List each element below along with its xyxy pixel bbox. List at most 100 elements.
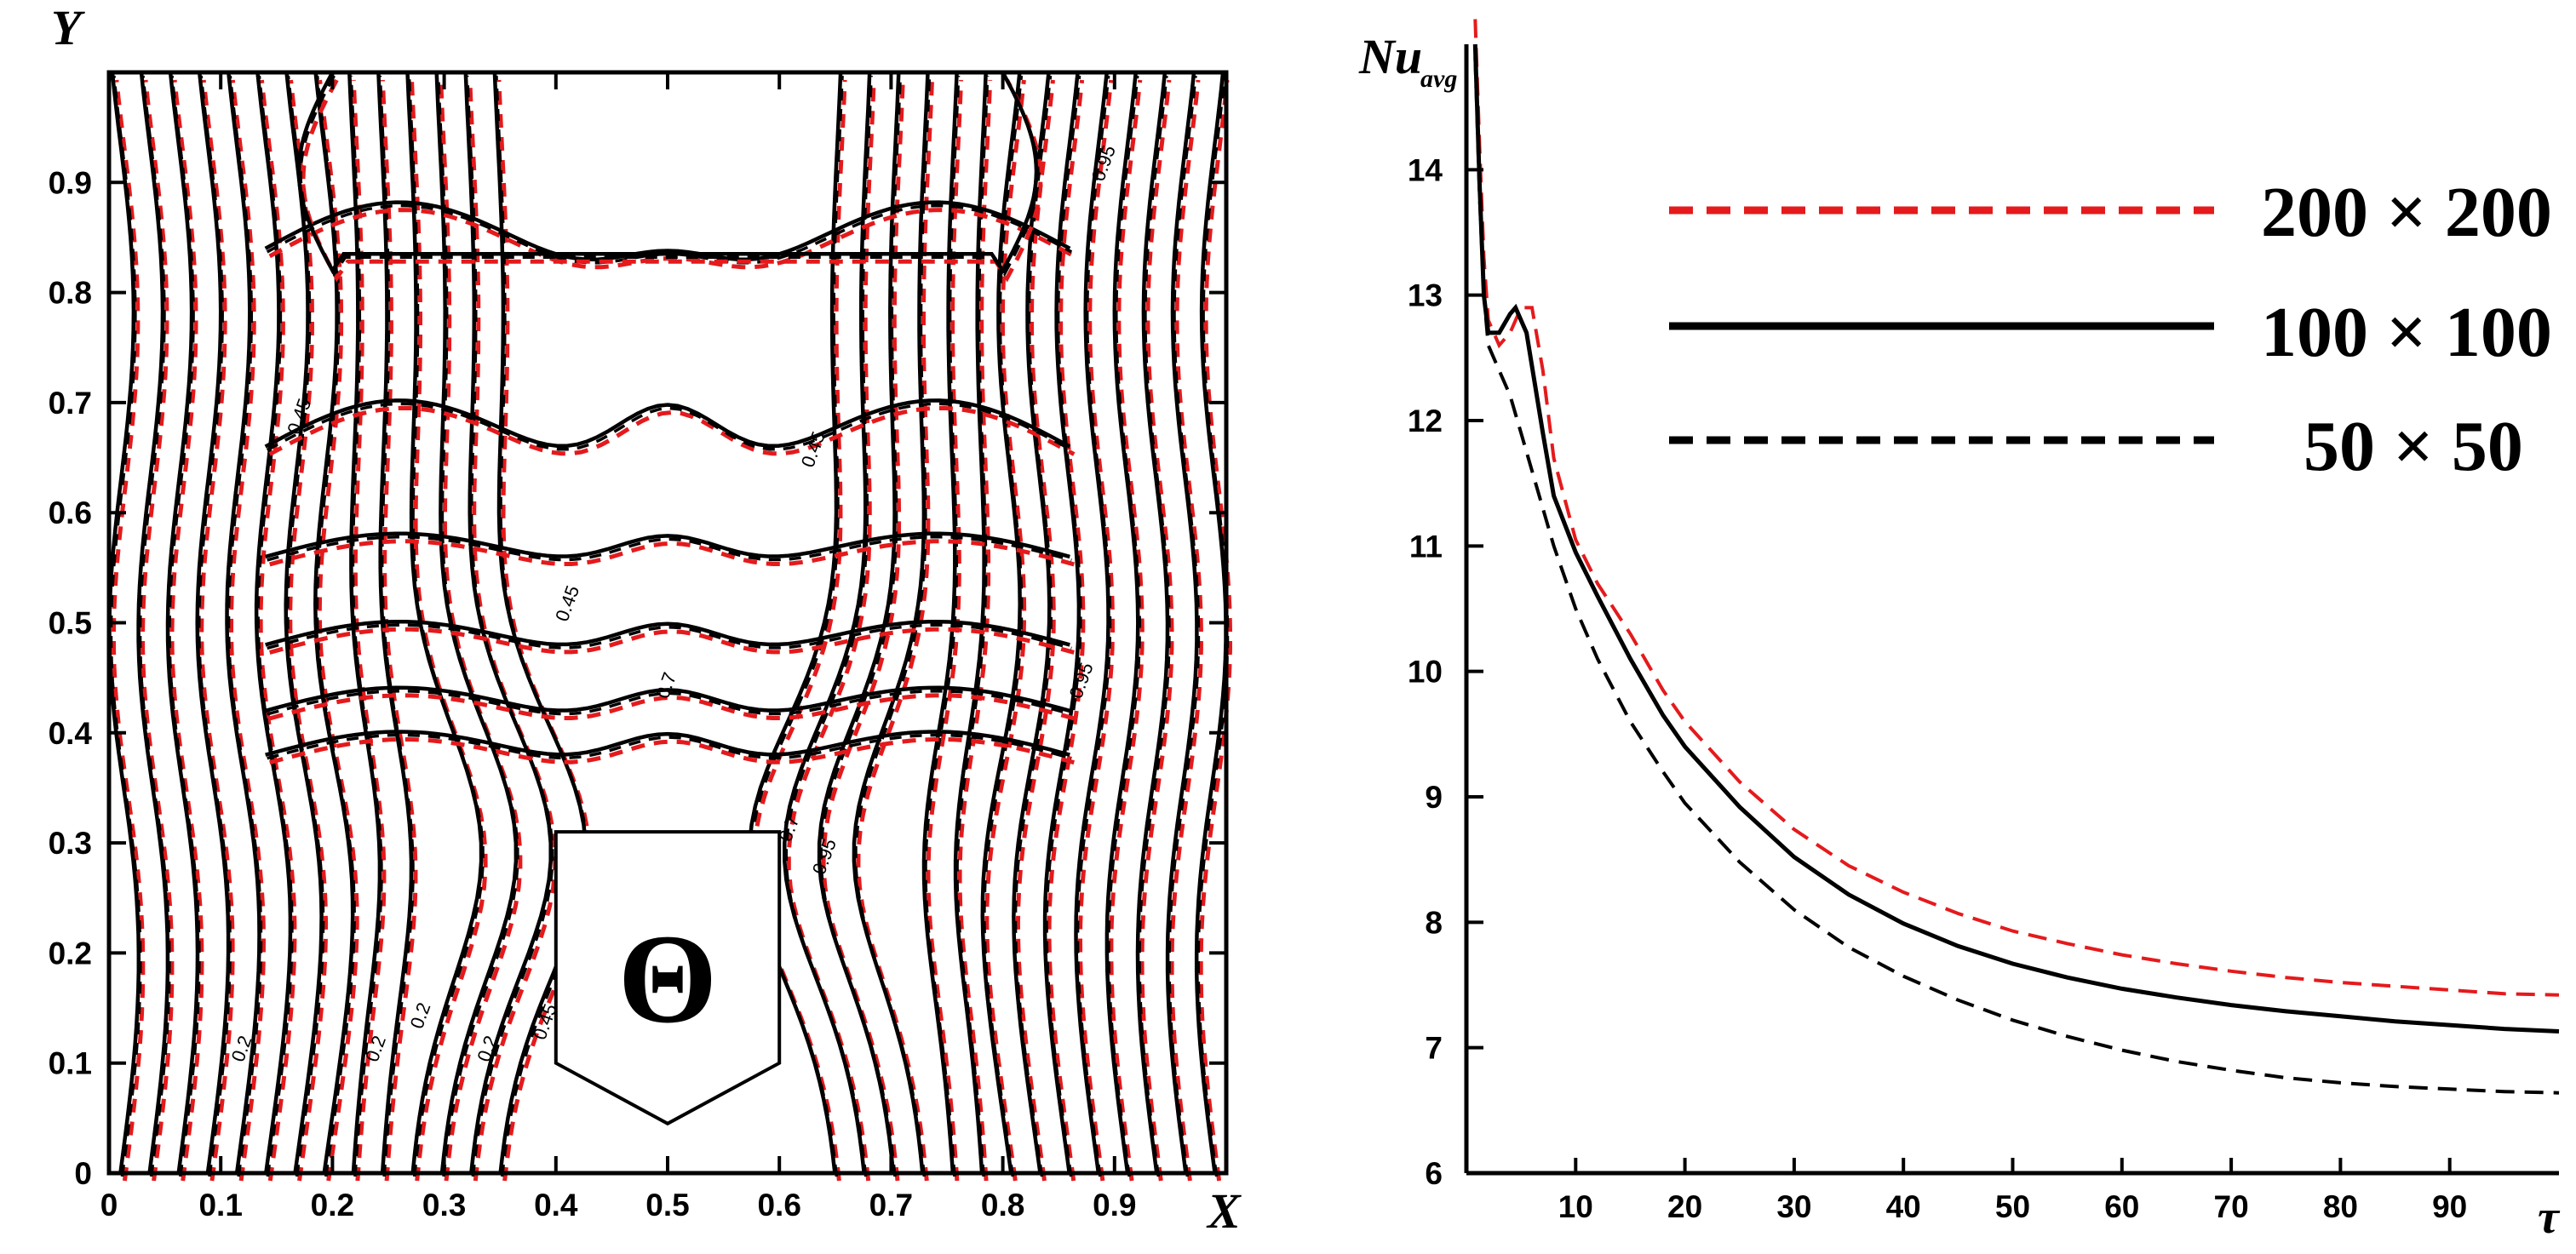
contour-ticks: 0 0.1 0.2 0.3 0.4 0.5 0.6 0.7 0.8 0.9 0 0.1 0.2 0.3 0.… [49,72,1226,1223]
contour-line-left-100 [254,72,293,1174]
contour-line-right-200 [1077,79,1116,1182]
contour-x-tick-label: 0.3 [422,1188,466,1223]
series-line-100-100 [1472,43,2560,1034]
line-y-tick-label: 9 [1425,780,1443,815]
line-y-tick-label: 10 [1408,655,1443,690]
contour-line-right-100 [1165,72,1199,1174]
contour-y-tick-label: 0.9 [49,165,92,200]
contour-y-tick-label: 0.4 [49,716,93,751]
contour-line-right-100 [1074,72,1110,1174]
contour-line-right-100 [1042,72,1081,1174]
line-ticks: 10 20 30 40 50 60 70 80 90 6 7 8 9 10 11 12 13 14 [1408,152,2467,1224]
contour-panel: 0 0.1 0.2 0.3 0.4 0.5 0.6 0.7 0.8 0.9 0 0.1 0.2 0.3 0.… [49,0,1242,1239]
line-x-tick-label: 60 [2104,1189,2139,1224]
line-x-tick-label: 50 [1995,1189,2030,1224]
contour-line-loop-50 [267,535,1072,562]
legend: 200 × 200 100 × 100 50 × 50 [1669,173,2552,486]
line-y-tick-label: 12 [1408,404,1443,438]
contour-line-right-200 [1015,79,1056,1182]
contour-line-left-200 [288,79,329,1182]
contour-line-top-200 [301,78,1043,283]
contour-line-right-100 [980,72,1022,1174]
contour-line-right-200 [1198,79,1232,1182]
contour-x-tick-label: 0.4 [534,1188,578,1223]
contour-x-tick-label: 0.2 [311,1188,354,1223]
contour-x-axis-title: X [1206,1183,1242,1239]
contour-line-left-200 [258,79,297,1182]
contour-x-tick-label: 0.7 [869,1188,913,1223]
contour-x-tick-label: 0.5 [645,1188,689,1223]
contour-y-tick-label: 0.7 [49,386,92,421]
contour-line-loop-200 [269,736,1075,765]
line-y-tick-label: 7 [1425,1031,1443,1066]
contour-line-loop-200 [268,405,1076,456]
line-series-group [1472,19,2560,1095]
contour-line-right-200 [957,79,993,1182]
contour-y-tick-label: 0 [74,1156,92,1191]
series-line-50-50 [1473,56,2560,1095]
line-x-tick-label: 90 [2432,1189,2467,1224]
contour-line-left-200 [410,79,488,1182]
line-panel: 10 20 30 40 50 60 70 80 90 6 7 8 9 10 11 12 13 14 τ Nu av… [1358,19,2561,1244]
line-x-tick-label: 40 [1886,1189,1921,1224]
line-x-tick-label: 20 [1667,1189,1702,1224]
line-y-axis-title-main: Nu [1358,29,1422,84]
contour-x-tick-label: 0.1 [198,1188,242,1223]
contour-y-tick-label: 0.5 [49,606,92,641]
contour-line-loop-100 [265,619,1070,647]
contour-line-left-100 [136,72,170,1174]
contour-line-left-200 [351,79,387,1182]
contour-x-tick-label: 0.8 [981,1188,1024,1223]
line-y-axis-title-subscript: avg [1420,65,1457,93]
line-y-axis-title: Nu avg [1358,29,1457,93]
contour-line-left-200 [141,79,175,1182]
line-y-tick-label: 6 [1425,1156,1443,1191]
contour-line-left-100 [313,72,355,1174]
contour-value-label: 0.95 [1065,660,1098,701]
line-y-tick-label: 14 [1408,152,1443,187]
line-x-tick-label: 70 [2214,1189,2249,1224]
line-x-axis-title: τ [2538,1191,2561,1244]
contour-line-top-50 [299,75,1040,278]
line-x-tick-label: 80 [2323,1189,2358,1224]
contour-line-right-200 [1139,79,1174,1182]
contour-line-left-100 [284,72,324,1174]
contour-value-label: 0.95 [808,836,840,878]
series-line-200-200 [1473,19,2560,997]
contour-value-label: 0.45 [797,428,829,470]
contour-value-label: 0.7 [651,669,680,701]
contour-x-tick-label: 0.9 [1093,1188,1136,1223]
legend-label-100: 100 × 100 [2261,293,2552,372]
contour-line-left-200 [228,79,267,1182]
contour-y-tick-label: 0.2 [49,936,92,971]
contour-line-right-200 [1109,79,1145,1182]
contour-line-left-200 [496,79,593,1182]
legend-label-50: 50 × 50 [2303,407,2523,486]
contour-y-axis-title: Y [51,0,85,55]
heat-source-region [554,830,782,1126]
heat-source-boundary [554,830,782,1126]
contour-line-right-100 [1104,72,1140,1174]
contour-line-left-200 [468,79,558,1182]
contour-line-left-200 [199,79,235,1182]
contour-line-loop-50 [266,402,1073,452]
legend-label-200: 200 × 200 [2261,173,2552,252]
contour-line-left-50 [407,75,485,1177]
contour-line-left-200 [169,79,204,1182]
contour-x-tick-label: 0 [100,1188,118,1223]
contour-value-label: 0.45 [551,582,583,624]
contour-line-loop-100 [264,398,1071,449]
contour-line-left-100 [165,72,200,1174]
contour-line-loop-100 [265,531,1070,559]
contour-line-left-200 [439,79,523,1182]
contour-y-tick-label: 0.1 [49,1046,92,1081]
line-x-tick-label: 10 [1558,1189,1593,1224]
contour-value-label: 0.95 [1087,142,1120,184]
contour-value-label: 0.2 [406,999,435,1031]
line-y-tick-label: 8 [1425,905,1443,940]
contour-line-left-50 [436,75,519,1177]
contour-line-loop-100 [265,730,1070,757]
contour-line-left-100 [225,72,261,1174]
theta-symbol: Θ [618,908,718,1050]
